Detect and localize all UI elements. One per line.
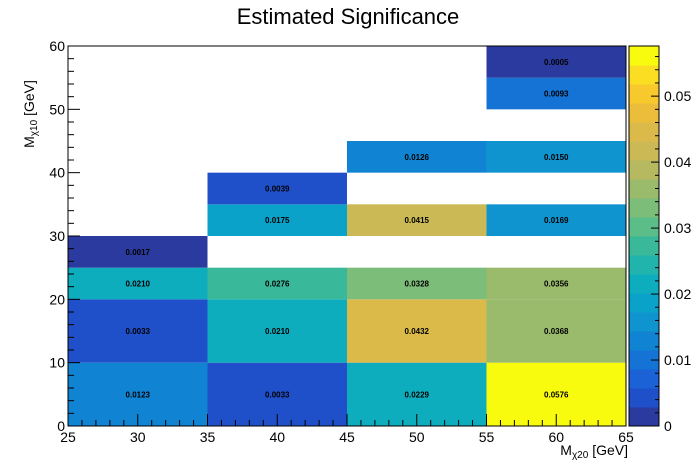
colorbar-segment-10: [629, 217, 659, 237]
colorbar-segment-14: [629, 141, 659, 161]
cell-value-label-0: 0.0123: [126, 390, 151, 399]
heatmap-cell-5: [207, 299, 347, 363]
heatmap-cell-7: [486, 299, 626, 363]
colorbar-segment-0: [629, 407, 659, 427]
cell-value-label-8: 0.0210: [126, 280, 151, 289]
heatmap-cell-6: [347, 299, 487, 363]
colorbar-ticks: 0 0.01 0.02 0.03 0.04 0.05: [651, 56, 691, 434]
x-tick-label: 50: [409, 429, 425, 445]
colorbar-segment-16: [629, 103, 659, 123]
colorbar-segment-4: [629, 331, 659, 351]
colorbar-segment-6: [629, 293, 659, 313]
cell-value-label-10: 0.0328: [405, 280, 430, 289]
y-tick-label: 30: [49, 228, 65, 244]
colorbar-segment-2: [629, 369, 659, 389]
heatmap-cell-11: [486, 267, 626, 300]
heatmap-cell-20: [486, 46, 626, 78]
y-tick-label: 10: [49, 355, 65, 371]
y-axis-label: Mχ10 [GeV]: [21, 80, 40, 148]
cell-value-label-3: 0.0576: [544, 390, 569, 399]
heatmap-cell-12: [68, 236, 208, 268]
colorbar-segment-12: [629, 179, 659, 199]
x-tick-label: 30: [130, 429, 146, 445]
x-axis-label-unit: [GeV]: [588, 442, 628, 458]
y-axis-label-unit: [GeV]: [21, 80, 37, 120]
colorbar-segment-1: [629, 388, 659, 408]
colorbar-segment-17: [629, 84, 659, 104]
cell-value-label-9: 0.0276: [265, 280, 290, 289]
cell-value-label-4: 0.0033: [126, 327, 151, 336]
cell-value-label-1: 0.0033: [265, 390, 290, 399]
y-tick-label: 0: [57, 418, 65, 434]
chart-title: Estimated Significance: [237, 4, 460, 29]
cell-value-label-18: 0.0150: [544, 153, 569, 162]
colorbar-segment-5: [629, 312, 659, 332]
colorbar: [629, 46, 659, 427]
heatmap-cell-16: [207, 172, 347, 205]
colorbar-segment-9: [629, 236, 659, 256]
y-axis-label-sub: χ10: [29, 119, 40, 136]
y-axis-ticks: 0 10 20 30 40 50 60: [49, 38, 80, 434]
colorbar-tick-label: 0.04: [664, 154, 691, 170]
x-axis-label: Mχ20 [GeV]: [560, 442, 628, 461]
colorbar-tick-label: 0.01: [664, 352, 691, 368]
colorbar-tick-label: 0.05: [664, 88, 691, 104]
cell-value-label-14: 0.0415: [405, 216, 430, 225]
cell-value-label-13: 0.0175: [265, 216, 290, 225]
cell-value-label-19: 0.0093: [544, 90, 569, 99]
cell-value-label-17: 0.0126: [405, 153, 430, 162]
heatmap-cell-15: [486, 204, 626, 236]
cell-value-label-7: 0.0368: [544, 327, 569, 336]
heatmap-cell-18: [486, 141, 626, 173]
cell-value-label-20: 0.0005: [544, 58, 569, 67]
colorbar-segment-19: [629, 46, 659, 66]
colorbar-segment-13: [629, 160, 659, 180]
heatmap-cell-4: [68, 299, 208, 363]
colorbar-segment-18: [629, 65, 659, 85]
heatmap-cell-labels: 0.0123 0.0033 0.0229 0.0576 0.0033 0.0210 0.04…: [126, 58, 570, 400]
colorbar-segment-11: [629, 198, 659, 218]
x-axis-label-main: M: [560, 442, 572, 458]
heatmap-cell-19: [486, 77, 626, 110]
colorbar-segment-8: [629, 255, 659, 275]
y-tick-label: 60: [49, 38, 65, 54]
heatmap-cell-13: [207, 204, 347, 236]
colorbar-frame: [628, 45, 660, 427]
cell-value-label-11: 0.0356: [544, 280, 569, 289]
cell-value-label-5: 0.0210: [265, 327, 290, 336]
heatmap-cell-8: [68, 267, 208, 300]
y-axis-label-main: M: [21, 136, 37, 148]
y-tick-label: 20: [49, 291, 65, 307]
colorbar-tick-label: 0.02: [664, 286, 691, 302]
cell-value-label-12: 0.0017: [126, 248, 151, 257]
x-tick-label: 55: [479, 429, 495, 445]
y-tick-label: 50: [49, 101, 65, 117]
heatmap-cell-10: [347, 267, 487, 300]
cell-value-label-15: 0.0169: [544, 216, 569, 225]
x-tick-label: 35: [200, 429, 216, 445]
x-axis-label-sub: χ20: [572, 450, 589, 461]
x-tick-label: 65: [618, 429, 634, 445]
colorbar-tick-label: 0: [664, 418, 672, 434]
x-tick-label: 25: [60, 429, 76, 445]
colorbar-segment-3: [629, 350, 659, 370]
heatmap-cells: [68, 46, 626, 426]
cell-value-label-2: 0.0229: [405, 390, 430, 399]
y-tick-label: 40: [49, 165, 65, 181]
colorbar-tick-label: 0.03: [664, 220, 691, 236]
heatmap-cell-9: [207, 267, 347, 300]
heatmap-cell-17: [347, 141, 487, 173]
colorbar-segment-15: [629, 122, 659, 142]
cell-value-label-16: 0.0039: [265, 185, 290, 194]
colorbar-segment-7: [629, 274, 659, 294]
x-tick-label: 40: [269, 429, 285, 445]
x-tick-label: 45: [339, 429, 355, 445]
cell-value-label-6: 0.0432: [405, 327, 430, 336]
heatmap-cell-14: [347, 204, 487, 236]
x-tick-label: 60: [548, 429, 564, 445]
x-axis-ticks: 25 30 35 40 45 50 55 60 65: [60, 414, 634, 445]
